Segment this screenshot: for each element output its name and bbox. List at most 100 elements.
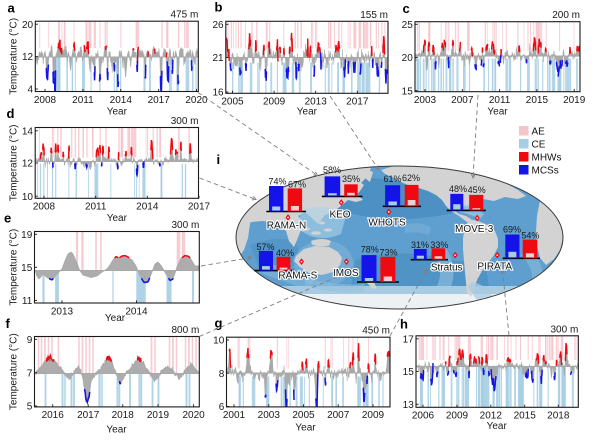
svg-text:5: 5 [27,402,33,413]
svg-text:2015: 2015 [514,411,537,422]
svg-text:2009: 2009 [362,410,385,421]
svg-text:2009: 2009 [263,97,286,108]
svg-text:15: 15 [403,367,415,378]
svg-text:48%: 48% [449,184,467,194]
svg-text:2020: 2020 [185,95,208,106]
svg-text:2005: 2005 [221,97,244,108]
svg-text:f: f [6,316,11,331]
svg-text:2008: 2008 [33,202,56,213]
svg-text:2006: 2006 [412,411,435,422]
svg-text:17: 17 [403,334,415,345]
svg-text:10: 10 [22,192,34,203]
svg-text:PIRATA: PIRATA [477,261,512,272]
svg-text:21: 21 [212,53,224,64]
svg-text:2011: 2011 [85,202,107,213]
svg-text:MHWs: MHWs [532,152,562,163]
svg-text:40%: 40% [276,248,294,258]
svg-text:Year: Year [107,213,128,224]
svg-text:Temperature (°C): Temperature (°C) [9,125,20,202]
svg-text:CE: CE [532,139,546,150]
svg-text:300 m: 300 m [171,116,199,127]
svg-text:i: i [217,152,221,167]
svg-text:2011: 2011 [489,95,511,106]
svg-text:73%: 73% [379,247,397,257]
svg-text:h: h [400,317,408,332]
svg-text:9: 9 [27,335,33,346]
svg-text:2017: 2017 [346,97,369,108]
svg-text:155 m: 155 m [360,10,388,21]
svg-text:KEO: KEO [329,209,350,220]
svg-text:2020: 2020 [182,410,205,421]
svg-text:2013: 2013 [51,306,74,317]
svg-text:AE: AE [532,126,546,137]
svg-text:2014: 2014 [125,306,148,317]
svg-text:Temperature (°C): Temperature (°C) [9,333,20,410]
svg-text:2005: 2005 [292,410,315,421]
svg-text:a: a [8,1,16,16]
svg-text:61%: 61% [383,174,401,184]
svg-text:c: c [403,1,410,16]
svg-text:2009: 2009 [446,411,469,422]
svg-text:2017: 2017 [148,95,171,106]
svg-text:2013: 2013 [305,97,328,108]
svg-text:6: 6 [219,402,225,413]
svg-text:2016: 2016 [42,410,65,421]
svg-text:2015: 2015 [526,95,549,106]
svg-text:62%: 62% [402,173,420,183]
svg-text:31%: 31% [411,240,429,250]
svg-text:2007: 2007 [451,95,474,106]
svg-text:78%: 78% [361,244,379,254]
svg-text:2018: 2018 [112,410,135,421]
svg-text:IMOS: IMOS [333,268,359,279]
svg-text:2003: 2003 [258,410,281,421]
svg-text:Temperature (°C): Temperature (°C) [9,18,20,95]
svg-text:19: 19 [21,230,33,241]
svg-text:25: 25 [402,20,414,31]
svg-text:10: 10 [213,336,225,347]
svg-text:Stratus: Stratus [431,262,463,273]
svg-text:7: 7 [27,368,33,379]
svg-text:2003: 2003 [414,95,437,106]
svg-text:20: 20 [22,20,34,31]
svg-text:RAMA-N: RAMA-N [267,221,306,232]
svg-text:45%: 45% [468,185,486,195]
svg-text:2011: 2011 [72,95,94,106]
svg-text:2018: 2018 [547,411,570,422]
svg-text:MCSs: MCSs [532,165,559,176]
svg-text:13: 13 [403,400,415,411]
svg-text:2017: 2017 [77,410,100,421]
svg-text:54%: 54% [521,231,539,241]
svg-text:300 m: 300 m [551,324,579,335]
svg-text:450 m: 450 m [362,326,390,337]
svg-text:74%: 74% [268,176,286,186]
svg-text:16: 16 [212,88,224,99]
svg-text:26: 26 [212,20,224,31]
svg-text:RAMA-S: RAMA-S [278,271,317,282]
svg-text:2001: 2001 [223,410,246,421]
svg-text:2019: 2019 [147,410,170,421]
svg-text:WHOTS: WHOTS [368,217,406,228]
svg-text:14: 14 [22,126,34,137]
svg-text:2014: 2014 [136,202,159,213]
svg-text:e: e [4,211,11,226]
svg-text:33%: 33% [430,240,448,250]
svg-text:11: 11 [22,296,33,307]
svg-text:35%: 35% [342,174,360,184]
svg-text:2014: 2014 [110,95,133,106]
svg-text:800 m: 800 m [172,325,200,336]
svg-text:2007: 2007 [327,410,350,421]
svg-text:Year: Year [297,107,318,118]
svg-text:69%: 69% [503,225,521,235]
svg-text:58%: 58% [323,165,341,175]
svg-text:2017: 2017 [188,202,211,213]
svg-text:Year: Year [106,425,127,436]
svg-text:12: 12 [22,52,34,63]
svg-text:g: g [215,316,223,331]
svg-text:475 m: 475 m [171,10,199,21]
svg-text:Year: Year [107,107,128,118]
svg-text:12: 12 [22,159,34,170]
svg-text:Year: Year [105,313,126,324]
svg-text:57%: 57% [256,242,274,252]
svg-text:200 m: 200 m [552,10,580,21]
svg-text:2012: 2012 [480,411,503,422]
